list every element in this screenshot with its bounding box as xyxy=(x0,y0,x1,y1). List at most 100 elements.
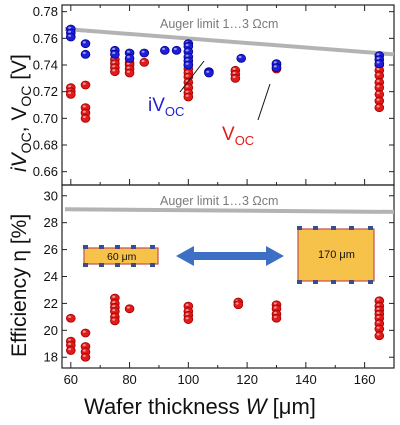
xtick-label: 80 xyxy=(122,372,136,387)
top-ytick-label: 0.78 xyxy=(33,4,58,19)
efficiency-point xyxy=(374,331,385,341)
ivoc-point-highlight xyxy=(68,26,72,29)
voc-point-highlight xyxy=(185,90,189,93)
thin-wafer-label: 60 μm xyxy=(107,251,137,263)
ivoc-point xyxy=(160,45,170,55)
ivoc-point-highlight xyxy=(173,47,177,51)
efficiency-point-highlight xyxy=(273,302,277,305)
efficiency-point-highlight xyxy=(112,305,116,308)
bottom-ytick-label: 28 xyxy=(44,215,58,230)
bottom-y-axis-title: Efficiency η [%] xyxy=(8,214,31,357)
efficiency-point-highlight xyxy=(376,326,380,329)
ivoc-point-highlight xyxy=(273,61,277,64)
efficiency-point-highlight xyxy=(273,311,277,314)
efficiency-point-highlight xyxy=(185,309,189,312)
efficiency-point-highlight xyxy=(376,311,380,314)
voc-point-highlight xyxy=(376,79,380,83)
efficiency-point xyxy=(66,313,76,323)
voc-point-highlight xyxy=(376,85,380,88)
ivoc-point-highlight xyxy=(126,55,130,59)
bottom-ticks: 18 20 22 24 26 28 30 60 80 100 120 140 160 xyxy=(44,188,394,387)
voc-point-highlight xyxy=(232,67,236,71)
ivoc-point-highlight xyxy=(82,41,86,44)
ivoc-point xyxy=(110,49,120,59)
efficiency-point-highlight xyxy=(82,349,86,352)
efficiency-point-highlight xyxy=(68,338,72,341)
efficiency-point-highlight xyxy=(112,314,116,317)
ivoc-point-highlight xyxy=(185,43,189,47)
voc-point-highlight xyxy=(126,62,130,65)
efficiency-point-highlight xyxy=(185,317,189,320)
voc-point-highlight xyxy=(376,98,380,101)
efficiency-point-highlight xyxy=(376,298,380,301)
iv-pointer-line xyxy=(179,60,205,93)
voc-point-highlight xyxy=(82,110,86,113)
thick-wafer-icon xyxy=(297,226,375,284)
efficiency-point xyxy=(66,346,76,355)
efficiency-point xyxy=(183,315,194,324)
ivoc-point-highlight xyxy=(376,57,380,60)
top-ytick-label: 0.66 xyxy=(33,164,58,179)
xtick-label: 100 xyxy=(177,372,199,387)
bottom-ytick-label: 22 xyxy=(44,296,58,311)
efficiency-point-highlight xyxy=(185,313,189,316)
voc-point-highlight xyxy=(185,74,189,77)
xtick-label: 160 xyxy=(354,372,376,387)
efficiency-point xyxy=(110,316,120,326)
thick-wafer-label: 170 μm xyxy=(318,249,355,261)
ivoc-point-highlight xyxy=(141,50,145,53)
voc-point xyxy=(139,57,150,67)
voc-point xyxy=(66,89,76,99)
bottom-ytick-label: 24 xyxy=(44,269,58,284)
xtick-label: 60 xyxy=(64,372,78,387)
efficiency-point-highlight xyxy=(82,344,86,347)
ivoc-point-highlight xyxy=(112,47,116,51)
voc-point-highlight xyxy=(185,70,189,73)
ivoc-point-highlight xyxy=(82,51,86,55)
top-ytick-label: 0.74 xyxy=(33,58,58,73)
ivoc-point xyxy=(183,60,194,70)
voc-point xyxy=(110,67,120,77)
voc-point xyxy=(124,68,135,78)
efficiency-point xyxy=(233,300,244,310)
series-label-ivoc: iVOC xyxy=(148,95,184,119)
efficiency-point-highlight xyxy=(126,306,130,309)
efficiency-point-highlight xyxy=(68,342,72,345)
voc-point-highlight xyxy=(126,70,130,73)
ivoc-point-highlight xyxy=(68,34,72,37)
efficiency-point xyxy=(80,352,91,362)
series-label-voc: VOC xyxy=(222,124,254,148)
efficiency-point-highlight xyxy=(82,354,86,358)
voc-point-highlight xyxy=(112,61,116,64)
voc-point xyxy=(230,73,241,83)
auger-limit-line-top xyxy=(64,27,395,57)
voc-point-highlight xyxy=(376,105,380,108)
efficiency-point xyxy=(124,304,135,314)
ivoc-point-highlight xyxy=(206,70,210,73)
voc-point-highlight xyxy=(82,82,86,85)
voc-point xyxy=(80,80,91,90)
voc-point-highlight xyxy=(376,67,380,71)
x-axis-title: Wafer thickness W [μm] xyxy=(84,394,316,419)
efficiency-point-highlight xyxy=(185,303,189,306)
bottom-ytick-label: 30 xyxy=(44,188,58,203)
voc-point-highlight xyxy=(232,75,236,79)
voc-point-highlight xyxy=(126,66,130,69)
efficiency-point-highlight xyxy=(376,303,380,306)
ivoc-point xyxy=(374,59,385,69)
ivoc-point xyxy=(124,53,135,63)
efficiency-point-highlight xyxy=(376,321,380,324)
efficiency-point-highlight xyxy=(82,330,86,333)
top-ytick-label: 0.72 xyxy=(33,84,58,99)
voc-point xyxy=(80,113,91,123)
bottom-data-points xyxy=(66,293,385,362)
ivoc-point xyxy=(80,39,91,49)
top-ytick-label: 0.70 xyxy=(33,111,58,126)
ivoc-point-highlight xyxy=(376,61,380,64)
voc-point-highlight xyxy=(376,91,380,95)
voc-point-highlight xyxy=(68,91,72,95)
thin-wafer-icon xyxy=(83,245,159,267)
efficiency-point-highlight xyxy=(112,309,116,312)
bottom-ytick-label: 20 xyxy=(44,323,58,338)
efficiency-point-highlight xyxy=(273,315,277,319)
